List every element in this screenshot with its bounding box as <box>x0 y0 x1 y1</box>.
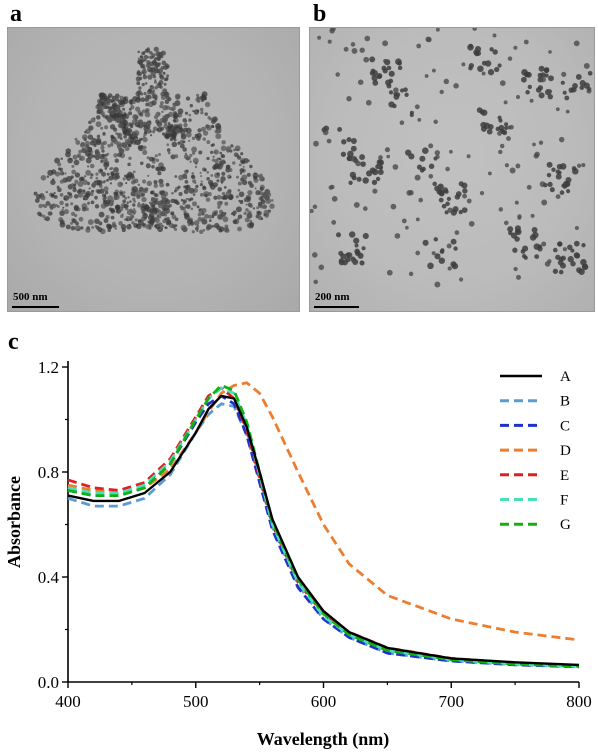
series-line-c <box>67 394 580 669</box>
series-line-b <box>67 402 580 669</box>
nanoparticle-network-image <box>33 46 275 235</box>
y-tick-label: 0.8 <box>38 463 59 482</box>
scale-bar-label-b: 200 nm <box>315 291 350 303</box>
panel-label-c: c <box>8 329 19 355</box>
tem-micrograph-a: 500 nm <box>7 27 300 312</box>
panel-label-a: a <box>10 1 22 27</box>
panel-label-b: b <box>313 1 327 27</box>
x-tick-label: 500 <box>183 692 209 711</box>
legend-label-b: B <box>560 394 570 410</box>
x-tick-label: 400 <box>55 692 81 711</box>
y-tick-label: 0.4 <box>38 568 60 587</box>
tem-micrograph-b: 200 nm <box>309 27 595 312</box>
scale-bar-a <box>12 306 59 308</box>
legend-label-a: A <box>560 369 571 385</box>
legend-label-f: F <box>560 493 568 509</box>
legend-label-g: G <box>560 517 571 533</box>
series-line-d <box>67 381 580 642</box>
series-line-f <box>67 386 580 668</box>
x-tick-label: 800 <box>566 692 592 711</box>
y-tick-label: 1.2 <box>38 358 59 377</box>
dispersed-nanoparticles-image <box>310 28 593 288</box>
legend-label-c: C <box>560 418 570 434</box>
x-tick-label: 600 <box>311 692 337 711</box>
scale-bar-label-a: 500 nm <box>13 291 48 303</box>
series-line-g <box>67 384 580 668</box>
x-axis-label: Wavelength (nm) <box>257 729 390 750</box>
x-tick-label: 700 <box>439 692 465 711</box>
legend-label-e: E <box>560 468 569 484</box>
legend-label-d: D <box>560 443 571 459</box>
scale-bar-b <box>314 306 359 308</box>
y-tick-label: 0.0 <box>38 673 59 692</box>
series-line-a <box>67 394 580 667</box>
y-axis-label: Absorbance <box>4 476 24 568</box>
